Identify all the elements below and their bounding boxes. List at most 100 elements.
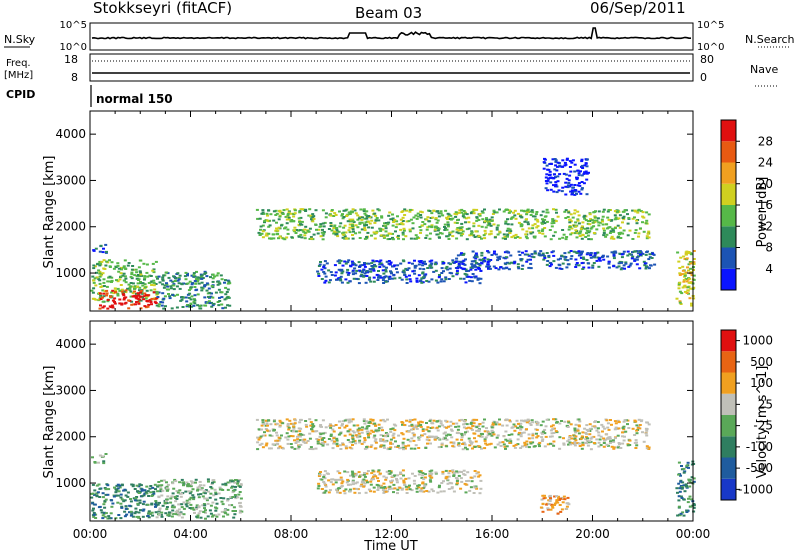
data-cell (129, 276, 133, 278)
data-cell (507, 434, 511, 436)
data-cell (581, 441, 585, 444)
data-cell (363, 475, 367, 478)
data-cell (225, 291, 229, 293)
data-cell (416, 215, 420, 218)
data-cell (107, 488, 111, 491)
data-cell (459, 266, 463, 269)
data-cell (557, 189, 561, 192)
data-cell (493, 236, 497, 239)
data-cell (391, 224, 395, 227)
data-cell (190, 283, 194, 286)
data-cell (209, 486, 213, 488)
data-cell (689, 267, 693, 270)
data-cell (577, 418, 581, 421)
data-cell (149, 491, 153, 494)
data-cell (555, 169, 559, 172)
data-cell (524, 445, 528, 448)
data-cell (172, 283, 176, 286)
data-cell (491, 213, 495, 215)
data-cell (198, 485, 202, 488)
data-cell (133, 488, 137, 490)
data-cell (472, 260, 476, 263)
data-cell (414, 264, 418, 267)
data-cell (276, 439, 280, 442)
data-cell (543, 227, 547, 229)
data-cell (365, 217, 369, 220)
data-cell (607, 436, 611, 439)
data-cell (145, 295, 149, 298)
data-cell (577, 250, 581, 253)
data-cell (354, 472, 358, 475)
data-cell (223, 509, 227, 511)
data-cell (647, 236, 651, 239)
data-cell (231, 510, 235, 512)
data-cell (475, 426, 479, 429)
data-cell (322, 231, 326, 233)
data-cell (396, 234, 400, 237)
data-cell (200, 286, 204, 289)
data-cell (684, 483, 688, 486)
data-cell (613, 218, 617, 221)
data-cell (117, 514, 121, 516)
data-cell (601, 210, 605, 213)
data-cell (597, 434, 601, 437)
data-cell (309, 214, 313, 217)
data-cell (382, 272, 386, 275)
data-cell (638, 424, 642, 426)
data-cell (351, 472, 355, 475)
data-cell (140, 495, 144, 498)
data-cell (530, 253, 534, 256)
data-cell (419, 420, 423, 423)
data-cell (223, 281, 226, 284)
data-cell (462, 259, 466, 262)
data-cell (598, 257, 602, 260)
data-cell (573, 170, 577, 173)
data-cell (428, 479, 432, 482)
data-cell (412, 426, 416, 429)
data-cell (152, 279, 156, 282)
data-cell (284, 436, 288, 439)
data-cell (358, 222, 362, 225)
data-cell (645, 251, 649, 254)
data-cell (607, 266, 611, 269)
data-cell (262, 422, 265, 425)
data-cell (541, 222, 544, 225)
data-cell (299, 229, 302, 232)
data-cell (597, 445, 601, 448)
data-cell (258, 436, 262, 439)
data-cell (306, 230, 310, 232)
data-cell (612, 253, 616, 256)
data-cell (170, 515, 174, 518)
data-cell (544, 215, 548, 218)
data-cell (519, 259, 523, 262)
data-cell (477, 235, 481, 238)
data-cell (459, 487, 463, 490)
data-cell (182, 507, 186, 510)
data-cell (488, 443, 492, 446)
data-cell (442, 270, 445, 273)
data-cell (527, 433, 531, 436)
data-cell (351, 438, 355, 441)
data-cell (460, 252, 463, 255)
data-cell (448, 433, 452, 436)
data-cell (436, 429, 440, 432)
data-cell (513, 446, 517, 449)
data-cell (369, 418, 373, 421)
data-cell (221, 503, 225, 506)
data-cell (520, 209, 523, 212)
data-cell (284, 226, 288, 229)
data-cell (477, 445, 481, 448)
data-cell (644, 267, 648, 270)
data-cell (286, 213, 290, 215)
data-cell (317, 475, 321, 477)
data-cell (492, 433, 496, 436)
data-cell (172, 487, 176, 490)
data-cell (578, 445, 582, 447)
data-cell (553, 231, 557, 234)
data-cell (339, 485, 343, 488)
data-cell (523, 441, 527, 444)
data-cell (489, 230, 493, 233)
data-cell (338, 262, 342, 265)
data-cell (689, 262, 693, 265)
data-cell (396, 474, 400, 477)
